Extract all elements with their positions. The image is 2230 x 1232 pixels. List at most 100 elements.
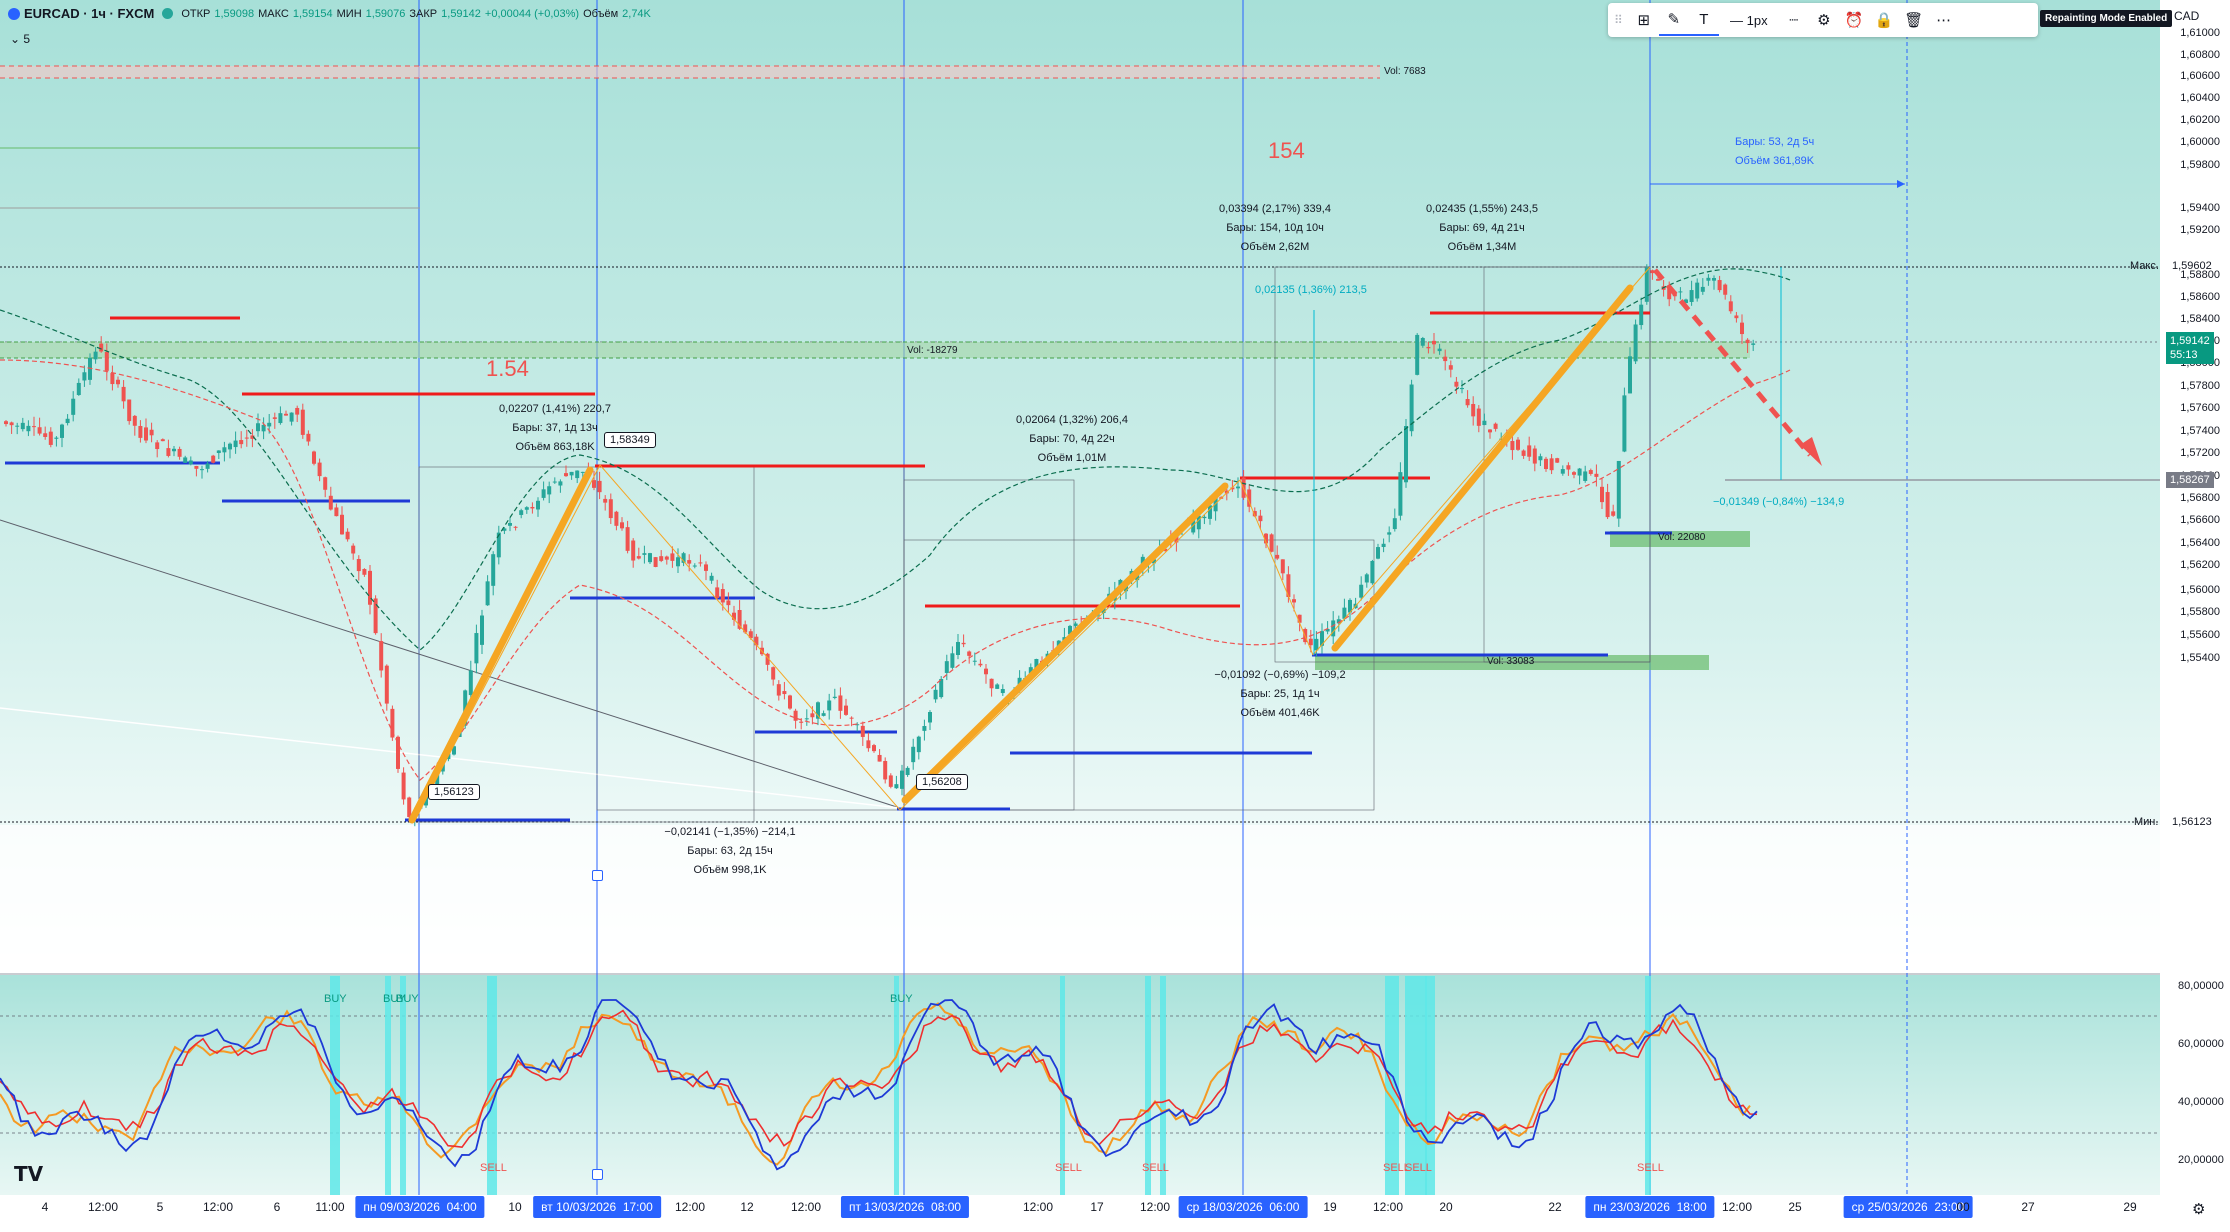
candle-body: [524, 507, 529, 510]
candle-body: [1499, 438, 1504, 440]
candle-body: [351, 545, 356, 554]
candle-body: [692, 565, 697, 567]
trend-line-up[interactable]: [408, 466, 594, 824]
osc-signal-bar: [330, 976, 340, 1195]
ohlc-high-label: МАКС: [258, 7, 289, 20]
line-width-icon: —: [1730, 12, 1747, 28]
price-tick: 1,57800: [2180, 380, 2220, 392]
candle-body: [765, 653, 770, 665]
candle-body: [1163, 548, 1168, 551]
measure-volume: Объём 361,89K: [1735, 155, 1815, 167]
price-tick: 1,56400: [2180, 537, 2220, 549]
price-callout[interactable]: 1,58349: [604, 432, 656, 448]
candle-body: [1516, 439, 1520, 450]
time-highlight: ср 18/03/2026 06:00: [1178, 1196, 1308, 1218]
text-color-icon[interactable]: T: [1688, 4, 1719, 36]
symbol-legend[interactable]: EURCAD · 1ч · FXCM ОТКР 1,59098 МАКС 1,591…: [8, 6, 651, 21]
candle-body: [1650, 270, 1655, 274]
candle-body: [1381, 543, 1386, 548]
candle-body: [1560, 469, 1565, 474]
osc-signal-bar: [1160, 976, 1166, 1195]
buy-signal: BUY: [890, 993, 913, 1005]
delete-icon[interactable]: 🗑: [1904, 12, 1924, 29]
candle-body: [233, 440, 238, 448]
candle-body: [1600, 486, 1604, 503]
candle-body: [194, 465, 199, 469]
time-label: 4: [41, 1200, 49, 1214]
candle-body: [737, 610, 742, 629]
candle-body: [1488, 429, 1492, 433]
candle-body: [838, 695, 843, 711]
candle-body: [614, 511, 619, 526]
candle-body: [1415, 334, 1420, 375]
candle-body: [748, 631, 753, 639]
candle-body: [491, 554, 496, 586]
vol-band-mid: [0, 342, 1750, 358]
candle-body: [1191, 516, 1196, 533]
line-color-icon[interactable]: ✎: [1658, 4, 1689, 36]
candle-body: [1633, 324, 1638, 362]
templates-icon[interactable]: ⊞: [1637, 12, 1651, 29]
price-callout[interactable]: 1,56208: [916, 774, 968, 790]
candle-body: [1448, 365, 1453, 370]
current-price: 1,59142: [2170, 335, 2210, 347]
candle-body: [592, 480, 596, 488]
drag-handle[interactable]: [592, 870, 603, 881]
candle-body: [855, 724, 860, 726]
trend-line-up[interactable]: [901, 482, 1229, 804]
candle-body: [1426, 346, 1431, 349]
measure-label-8: Бары: 53, 2д 5ч Объём 361,89K: [1735, 133, 1814, 171]
more-icon[interactable]: ⋯: [1936, 12, 1952, 29]
drag-handle[interactable]: [592, 1169, 603, 1180]
candle-body: [866, 740, 871, 749]
osc-tick: 60,00000: [2178, 1038, 2224, 1050]
candle-body: [345, 531, 350, 540]
price-tick: 1,60000: [2180, 136, 2220, 148]
price-tick: 1,57600: [2180, 402, 2220, 414]
ohlc-open: 1,59098: [214, 7, 255, 20]
measure-bars: Бары: 37, 1д 13ч: [512, 422, 598, 434]
trend-line-up[interactable]: [1331, 284, 1634, 652]
currency-label[interactable]: CAD: [2174, 9, 2200, 23]
candle-body: [726, 600, 731, 606]
market-status-icon: [162, 8, 174, 19]
measure-change: 0,02435 (1,55%) 243,5: [1426, 203, 1538, 215]
measure-volume: Объём 401,46K: [1240, 707, 1320, 719]
symbol-title[interactable]: EURCAD · 1ч · FXCM: [24, 6, 155, 21]
measure-change: 0,03394 (2,17%) 339,4: [1219, 203, 1331, 215]
osc-tick: 80,00000: [2178, 980, 2224, 992]
line-style-icon[interactable]: ┈: [1789, 12, 1799, 29]
price-callout[interactable]: 1,56123: [428, 784, 480, 800]
main-pane-background: [0, 0, 2160, 973]
line-width-button[interactable]: — 1px: [1719, 5, 1779, 35]
candle-body: [284, 413, 288, 416]
candle-body: [1656, 278, 1660, 281]
drag-handle-icon[interactable]: ⠿: [1614, 13, 1623, 27]
alert-icon[interactable]: ⏰: [1844, 12, 1864, 29]
candle-body: [1264, 533, 1268, 544]
candle-body: [1628, 356, 1632, 394]
vol-box-1: [1610, 531, 1750, 547]
trendline-grey[interactable]: [0, 519, 901, 809]
candle-body: [989, 678, 994, 689]
price-axis-background[interactable]: [2160, 0, 2230, 1232]
channel-line: [1239, 479, 1314, 656]
candle-body: [1359, 584, 1364, 598]
candle-body: [1555, 458, 1560, 463]
time-label: 17: [1090, 1200, 1104, 1214]
candle-body: [1208, 505, 1212, 519]
indicator-collapse[interactable]: ⌄ 5: [10, 32, 30, 46]
candle-body: [1325, 629, 1330, 632]
forecast-arrow[interactable]: [1653, 268, 1812, 457]
candle-body: [844, 705, 848, 715]
settings-icon[interactable]: ⚙: [2192, 1201, 2206, 1218]
candle-body: [1320, 631, 1324, 646]
settings-icon[interactable]: ⚙: [1817, 12, 1831, 29]
candle-body: [1331, 620, 1336, 637]
candle-body: [1056, 640, 1061, 647]
candle-body: [435, 773, 440, 786]
lock-icon[interactable]: 🔒: [1874, 12, 1894, 29]
candle-body: [1684, 299, 1688, 304]
candle-body: [922, 726, 927, 731]
